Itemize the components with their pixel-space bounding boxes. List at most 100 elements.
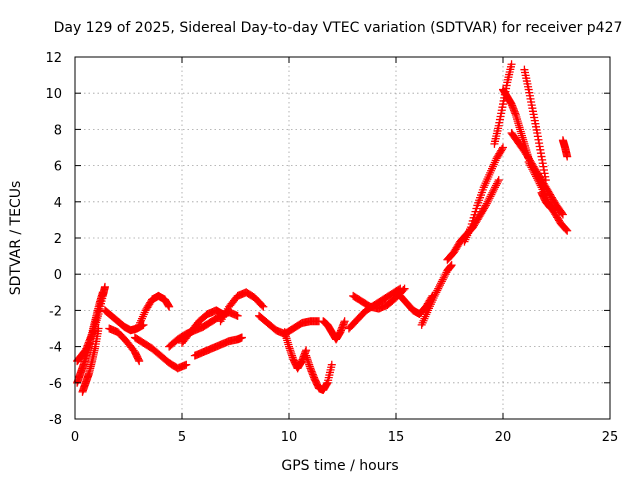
y-tick-label: 2: [54, 232, 62, 247]
data-point: [436, 279, 445, 288]
data-point: [98, 288, 107, 297]
data-point: [94, 324, 103, 333]
data-point: [165, 302, 174, 311]
data-point-interp: [536, 181, 545, 190]
data-point-interp: [534, 177, 543, 186]
data-point-interp: [526, 161, 535, 170]
data-point: [481, 201, 490, 210]
data-point-interp: [436, 281, 445, 290]
x-tick-label: 20: [495, 430, 512, 445]
data-point-interp: [399, 285, 408, 294]
series-arc-7: [135, 291, 174, 329]
y-tick-label: -6: [49, 377, 62, 392]
data-point-interp: [482, 199, 491, 208]
data-point-interp: [486, 192, 495, 201]
data-point-interp: [483, 197, 492, 206]
y-tick-label: 12: [45, 51, 62, 66]
data-point: [494, 176, 503, 185]
x-tick-label: 10: [281, 430, 298, 445]
data-point-interp: [440, 272, 449, 281]
series-arc-4: [100, 306, 148, 335]
data-point: [499, 143, 507, 152]
data-point: [182, 360, 191, 369]
data-point: [550, 206, 559, 215]
y-tick-label: 10: [45, 87, 62, 102]
data-point-interp: [498, 145, 507, 154]
x-tick-label: 15: [388, 430, 405, 445]
data-point: [447, 261, 456, 270]
data-point: [327, 360, 336, 369]
series-arc-20: [443, 176, 503, 264]
data-point: [259, 302, 268, 311]
data-point-interp: [489, 186, 498, 195]
series-arc-10: [190, 333, 246, 360]
series-arc-3: [78, 324, 103, 396]
data-point-interp: [258, 301, 267, 310]
data-point-interp: [558, 209, 567, 218]
series-arc-21: [460, 143, 507, 246]
data-point-interp: [530, 168, 539, 177]
data-point-interp: [434, 284, 443, 293]
series-arc-24: [507, 129, 567, 219]
data-point: [400, 284, 409, 293]
data-point-interp: [532, 172, 541, 181]
data-point-interp: [439, 273, 448, 282]
chart-title: Day 129 of 2025, Sidereal Day-to-day VTE…: [54, 20, 623, 36]
data-point: [135, 357, 144, 366]
data-point-interp: [493, 177, 502, 186]
y-tick-label: 4: [54, 196, 62, 211]
data-point: [563, 152, 572, 161]
data-points: [73, 60, 572, 396]
data-point: [563, 226, 572, 235]
data-point-interp: [562, 225, 571, 234]
y-tick-label: -4: [49, 341, 62, 356]
data-point-interp: [484, 195, 493, 204]
data-point-interp: [485, 194, 494, 203]
series-arc-15: [319, 317, 349, 344]
series-arc-27: [537, 188, 559, 215]
data-point-interp: [433, 286, 442, 295]
data-point: [558, 210, 567, 219]
series-arc-19: [417, 261, 456, 329]
data-point: [430, 291, 439, 300]
series-arc-2: [73, 288, 107, 387]
data-point: [488, 188, 497, 197]
series-arc-8: [165, 308, 242, 351]
series-arc-5: [105, 324, 144, 366]
data-point-interp: [480, 202, 489, 211]
series-arc-17: [349, 284, 409, 313]
series-arc-13: [280, 328, 311, 373]
y-tick-label: 6: [54, 160, 62, 175]
data-point-interp: [438, 275, 447, 284]
data-point-interp: [528, 165, 537, 174]
series-arc-14: [302, 351, 336, 395]
data-point-interp: [432, 288, 441, 297]
data-point-interp: [435, 282, 444, 291]
data-point-interp: [441, 270, 450, 279]
x-axis-label: GPS time / hours: [281, 458, 398, 474]
data-point-interp: [525, 159, 534, 168]
data-point-interp: [532, 174, 541, 183]
data-point-interp: [491, 181, 500, 190]
data-point-interp: [527, 163, 536, 172]
data-point: [541, 176, 550, 185]
data-point-interp: [487, 190, 496, 199]
x-tick-label: 0: [71, 430, 79, 445]
y-tick-label: 0: [54, 268, 62, 283]
data-point-interp: [491, 183, 500, 192]
x-tick-label: 5: [178, 430, 186, 445]
data-point: [237, 333, 246, 342]
axis-ticks: 0 5 10 15 20 25 -8 -6 -4 -2 0 2 4 6 8 10 12: [45, 51, 618, 445]
data-point: [524, 157, 533, 166]
data-point-interp: [492, 179, 501, 188]
x-tick-label: 25: [602, 430, 619, 445]
series-arc-6: [130, 333, 191, 373]
data-point: [340, 317, 349, 326]
data-point: [507, 60, 516, 69]
series-arc-11: [216, 288, 268, 326]
series-arc-28: [558, 136, 572, 161]
data-point-interp: [437, 277, 446, 286]
y-tick-label: 8: [54, 123, 62, 138]
y-tick-label: -2: [49, 304, 62, 319]
